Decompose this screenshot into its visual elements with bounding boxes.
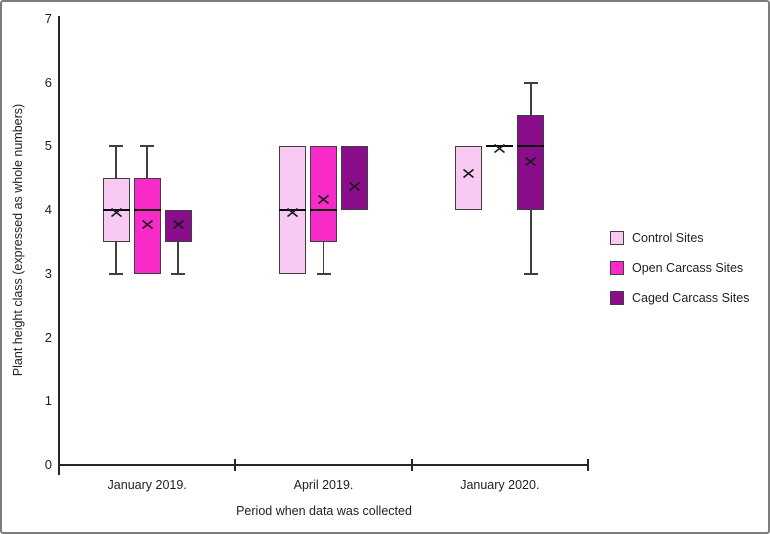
whisker-low-cap-caged-carcass-sites-january-2020: [523, 272, 538, 275]
whisker-high-cap-control-sites-january-2019: [109, 145, 124, 148]
y-axis-line: [58, 16, 60, 475]
whisker-low-caged-carcass-sites-january-2019: [177, 242, 179, 274]
x-axis-title: Period when data was collected: [236, 504, 412, 518]
whisker-high-control-sites-january-2019: [115, 146, 117, 179]
box-open-carcass-sites-april-2019: [310, 146, 337, 242]
x-category-label: January 2019.: [107, 478, 187, 492]
legend-item-control-sites: Control Sites: [610, 230, 749, 246]
whisker-high-cap-open-carcass-sites-january-2019: [140, 145, 155, 148]
median-line-control-sites-january-2019: [102, 209, 130, 212]
y-tick-label: 4: [44, 202, 52, 218]
legend-item-open-carcass-sites: Open Carcass Sites: [610, 260, 749, 276]
x-category-label: January 2020.: [460, 478, 540, 492]
y-tick-label: 1: [44, 393, 52, 409]
legend-label-control-sites: Control Sites: [632, 231, 704, 245]
median-line-control-sites-april-2019: [279, 209, 306, 212]
median-line-open-carcass-sites-january-2020: [486, 145, 514, 148]
whisker-high-caged-carcass-sites-january-2020: [530, 82, 532, 115]
box-control-sites-january-2020: [455, 146, 483, 211]
y-axis-title: Plant height class (expressed as whole n…: [11, 103, 25, 377]
y-tick-label: 5: [44, 138, 52, 154]
whisker-high-open-carcass-sites-january-2019: [146, 146, 148, 179]
whisker-low-cap-caged-carcass-sites-january-2019: [171, 272, 186, 275]
y-tick-label: 2: [44, 329, 52, 345]
x-axis-tick: [587, 459, 589, 471]
x-axis-tick: [234, 459, 237, 471]
legend-swatch-open-carcass-sites: [610, 261, 624, 275]
box-open-carcass-sites-january-2019: [133, 178, 161, 274]
mean-marker-icon-control-sites-january-2019: [110, 205, 123, 217]
whisker-low-open-carcass-sites-april-2019: [322, 242, 325, 274]
mean-marker-icon-control-sites-april-2019: [286, 205, 299, 217]
legend-item-caged-carcass-sites: Caged Carcass Sites: [610, 290, 749, 306]
x-category-label: April 2019.: [293, 478, 354, 492]
median-line-caged-carcass-sites-january-2020: [517, 145, 545, 148]
y-tick-label: 0: [44, 457, 52, 472]
whisker-low-control-sites-january-2019: [115, 242, 117, 274]
y-tick-label: 7: [44, 11, 52, 26]
legend-label-caged-carcass-sites: Caged Carcass Sites: [632, 291, 750, 305]
y-tick-label: 3: [44, 265, 52, 281]
mean-marker-icon-open-carcass-sites-january-2019: [141, 217, 154, 230]
y-tick-label: 6: [44, 74, 52, 90]
whisker-low-caged-carcass-sites-january-2020: [530, 210, 532, 274]
median-line-open-carcass-sites-january-2019: [133, 209, 161, 212]
whisker-high-cap-caged-carcass-sites-january-2020: [523, 81, 538, 84]
box-caged-carcass-sites-april-2019: [341, 146, 368, 211]
legend-swatch-caged-carcass-sites: [610, 291, 624, 305]
mean-marker-icon-caged-carcass-sites-april-2019: [348, 179, 361, 192]
mean-marker-icon-open-carcass-sites-april-2019: [317, 192, 330, 205]
mean-marker-icon-control-sites-january-2020: [462, 166, 475, 179]
mean-marker-icon-caged-carcass-sites-january-2019: [172, 217, 185, 230]
mean-marker-icon-caged-carcass-sites-january-2020: [524, 154, 537, 166]
box-caged-carcass-sites-january-2019: [164, 210, 192, 242]
legend-label-open-carcass-sites: Open Carcass Sites: [632, 261, 744, 275]
x-axis-tick: [410, 459, 413, 471]
mean-marker-icon-open-carcass-sites-january-2020: [493, 141, 506, 154]
legend: Control Sites Open Carcass Sites Caged C…: [610, 230, 749, 306]
whisker-low-cap-control-sites-january-2019: [109, 272, 124, 275]
box-caged-carcass-sites-january-2020: [517, 114, 545, 211]
legend-swatch-control-sites: [610, 231, 624, 245]
whisker-low-cap-open-carcass-sites-april-2019: [316, 272, 331, 275]
median-line-open-carcass-sites-april-2019: [310, 209, 337, 212]
x-axis-line: [58, 464, 589, 466]
